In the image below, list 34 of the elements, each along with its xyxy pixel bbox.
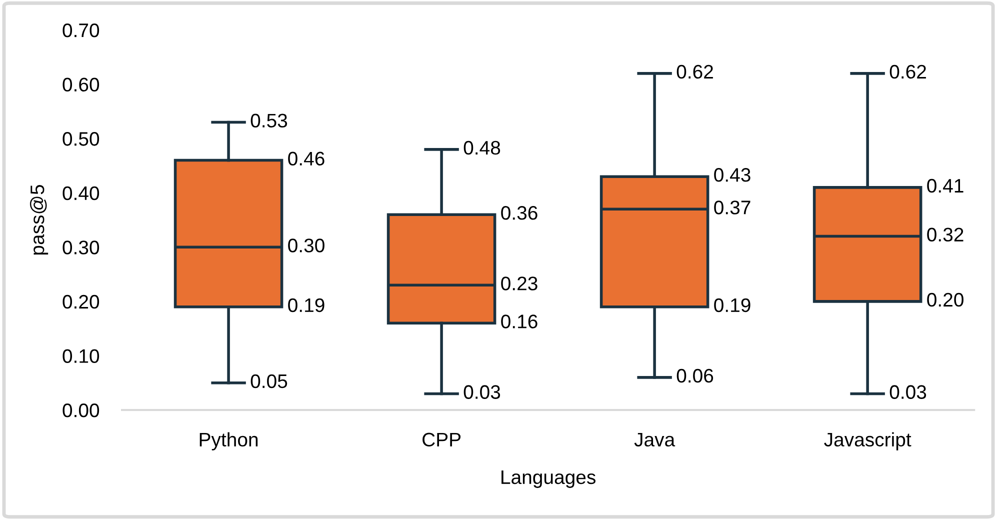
y-axis-title: pass@5 xyxy=(30,185,48,255)
y-tick-label: 0.00 xyxy=(62,403,100,418)
text: 0.41 xyxy=(927,178,964,193)
text: 0.06 xyxy=(676,368,714,383)
text: 0.48 xyxy=(464,140,500,155)
y-tick-label: 0.70 xyxy=(62,23,100,38)
x-tick-label: Java xyxy=(634,432,676,447)
text: 0.43 xyxy=(714,168,750,182)
text: 0.37 xyxy=(714,200,750,214)
text: 0.20 xyxy=(927,292,964,307)
text: 0.03 xyxy=(890,385,926,399)
text: 0.62 xyxy=(676,64,713,79)
y-tick-label: 0.40 xyxy=(62,186,100,200)
x-axis-title: Languages xyxy=(502,470,596,488)
text: 0.30 xyxy=(288,238,324,252)
text: 0.36 xyxy=(501,206,538,220)
text: 0.23 xyxy=(501,276,538,290)
text: 0.53 xyxy=(250,114,288,128)
x-tick-label: CPP xyxy=(422,432,461,447)
x-tick-label: Javascript xyxy=(824,432,912,450)
y-tick-label: 0.20 xyxy=(62,294,100,309)
text: 0.05 xyxy=(250,374,288,388)
y-tick-label: 0.60 xyxy=(62,78,100,92)
text: 0.62 xyxy=(890,64,926,79)
y-tick-label: 0.50 xyxy=(62,132,100,146)
x-tick-label: Python xyxy=(200,432,258,450)
y-tick-label: 0.10 xyxy=(62,349,100,363)
text: 0.03 xyxy=(464,385,500,399)
text: 0.19 xyxy=(714,298,750,312)
text: 0.32 xyxy=(927,228,964,242)
text: 0.16 xyxy=(501,314,538,328)
text: 0.46 xyxy=(288,152,324,166)
y-tick-label: 0.30 xyxy=(62,240,100,254)
text: 0.19 xyxy=(288,298,324,312)
